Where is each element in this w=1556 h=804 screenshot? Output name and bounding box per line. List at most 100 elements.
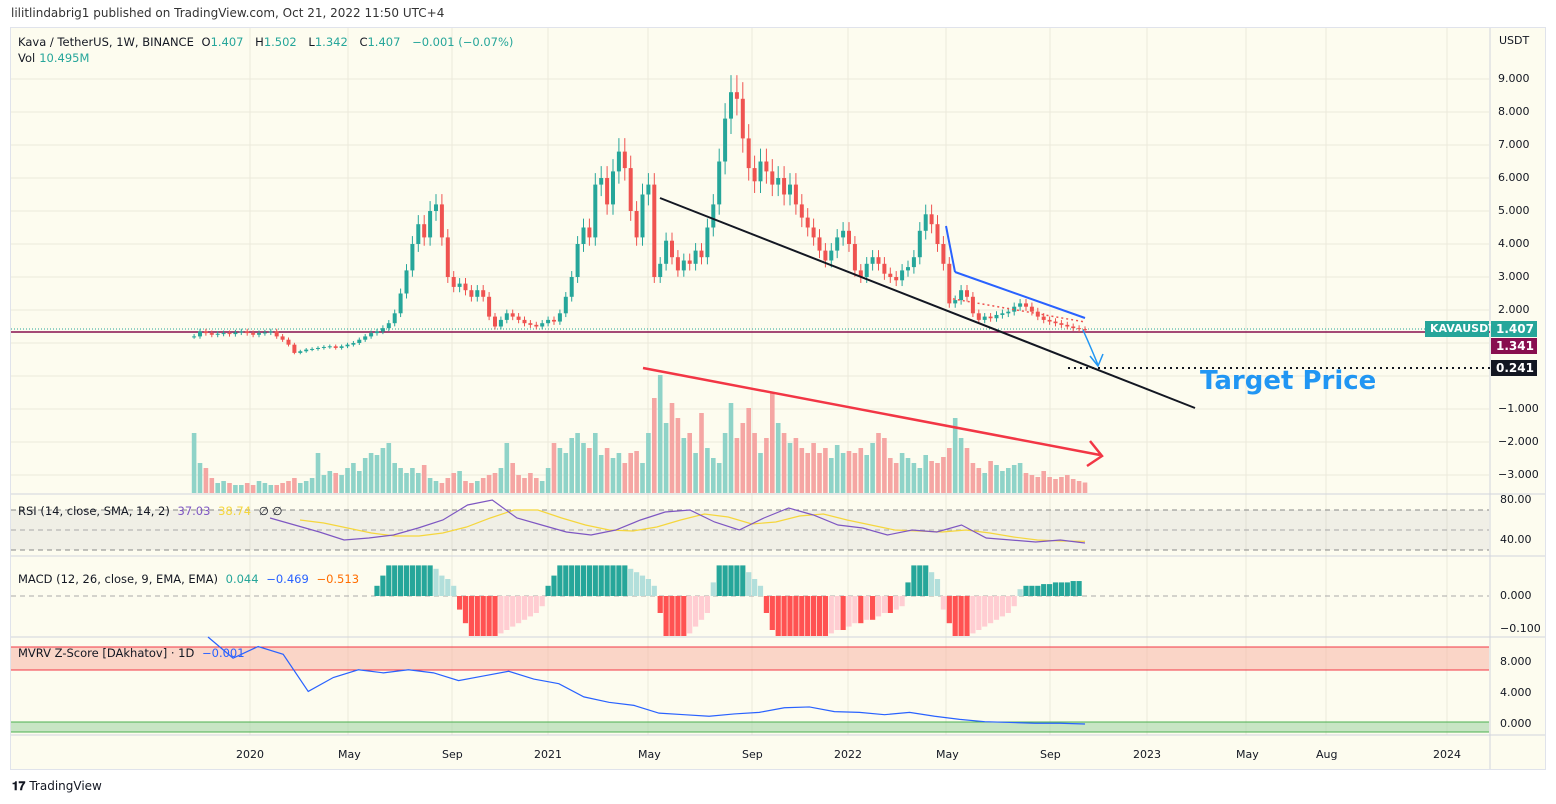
macd-hist-bar (999, 596, 1005, 617)
mvrv-line (207, 636, 1086, 725)
rsi-line (269, 499, 1086, 544)
macd-hist-bar (557, 565, 563, 596)
volume-bar (392, 463, 397, 493)
macd-hist-bar (822, 596, 828, 636)
volume-bar (262, 483, 268, 493)
macd-hist-bar (651, 585, 657, 596)
chart-frame[interactable] (10, 27, 1546, 770)
volume-bar (551, 443, 557, 493)
volume-bar (657, 375, 663, 493)
brand-name: TradingView (29, 779, 102, 793)
candle-body (929, 214, 934, 225)
macd-hist-bar (1023, 585, 1029, 596)
volume-bar (781, 433, 787, 493)
candle-body (965, 290, 969, 297)
symbol-legend[interactable]: Kava / TetherUS, 1W, BINANCE O1.407 H1.5… (18, 35, 517, 49)
candle-body (935, 224, 940, 244)
volume-bar (958, 438, 964, 493)
volume-bar (303, 481, 309, 493)
time-tick: Sep (742, 748, 763, 761)
macd-hist-bar (492, 596, 498, 636)
candle-body (976, 313, 981, 320)
macd-hist-bar (521, 596, 528, 620)
volume-bar (640, 463, 645, 493)
candle-body (398, 293, 403, 314)
macd-hist-bar (728, 565, 734, 596)
candle-body (392, 313, 397, 324)
volume-bar (427, 478, 433, 493)
volume-bar (1035, 477, 1041, 493)
candle-body (498, 319, 503, 327)
volume-bar (581, 443, 586, 493)
volume-bar (882, 438, 887, 493)
volume-bar (333, 473, 338, 493)
time-tick: 2024 (1433, 748, 1461, 761)
price-1341-tag: 1.341 (1491, 338, 1537, 354)
macd-hist-bar (628, 568, 634, 596)
rsi-legend[interactable]: RSI (14, close, SMA, 14, 2) 37.03 38.74 … (18, 504, 286, 518)
candle-body (911, 257, 916, 268)
volume-bar (840, 453, 846, 493)
macd-hist-bar (604, 565, 610, 596)
macd-hist-bar (805, 596, 811, 636)
time-tick: 2023 (1133, 748, 1161, 761)
candle-body (793, 184, 798, 205)
macd-hist-bar (622, 565, 628, 596)
macd-hist-bar (934, 579, 941, 596)
candle-body (516, 316, 521, 320)
candle-body (469, 290, 474, 297)
candle-body (457, 283, 462, 287)
volume-legend[interactable]: Vol 10.495M (18, 51, 93, 65)
price-tick: −3.000 (1498, 468, 1539, 481)
mvrv-legend[interactable]: MVRV Z-Score [DAkhatov] · 1D −0.001 (18, 646, 249, 660)
candle-body (1000, 313, 1005, 315)
candle-body (864, 263, 869, 277)
macd-hist-bar (639, 575, 646, 596)
volume-bar (339, 475, 344, 493)
macd-hist-bar (504, 596, 510, 630)
candle-body (906, 267, 910, 271)
candle-body (687, 260, 692, 264)
tradingview-logo[interactable]: 𝟏𝟕 TradingView (12, 779, 102, 794)
candle-body (215, 333, 220, 335)
volume-bar (451, 473, 456, 493)
macd-hist-bar (486, 596, 492, 636)
candle-body (1018, 303, 1023, 307)
volume-bar (687, 433, 692, 493)
high-value: 1.502 (263, 35, 297, 49)
candle-body (858, 270, 863, 277)
mvrv-green-zone (11, 722, 1489, 732)
macd-hist-bar (610, 565, 616, 596)
macd-hist-bar (1035, 585, 1041, 596)
price-tick: 7.000 (1498, 138, 1530, 151)
last-price-tag: 1.407 (1491, 321, 1537, 337)
candle-body (799, 204, 804, 218)
volume-bar (864, 455, 869, 493)
macd-hist-bar (952, 596, 958, 636)
candle-body (847, 230, 851, 244)
volume-bar (705, 448, 710, 493)
candle-body (1071, 326, 1076, 329)
volume-bar (439, 483, 445, 493)
candle-body (1059, 323, 1064, 325)
macd-hist-bar (687, 596, 693, 634)
price-tick: 4.000 (1498, 237, 1530, 250)
candle-body (274, 331, 279, 337)
macd-hist-bar (474, 596, 480, 636)
volume-bar (416, 473, 421, 493)
macd-hist-bar (870, 596, 876, 620)
volume-bar (274, 485, 279, 493)
volume-bar (398, 468, 403, 493)
volume-bar (1023, 473, 1029, 493)
candle-body (823, 250, 828, 261)
volume-bar (876, 433, 881, 493)
candle-body (717, 161, 722, 205)
high-label: H (255, 35, 264, 49)
volume-bar (209, 478, 215, 493)
macd-hist-bar (716, 565, 722, 596)
macd-legend[interactable]: MACD (12, 26, close, 9, EMA, EMA) 0.044 … (18, 572, 363, 586)
time-tick: May (638, 748, 661, 761)
volume-bar (1029, 475, 1035, 493)
volume-bar (852, 453, 858, 493)
